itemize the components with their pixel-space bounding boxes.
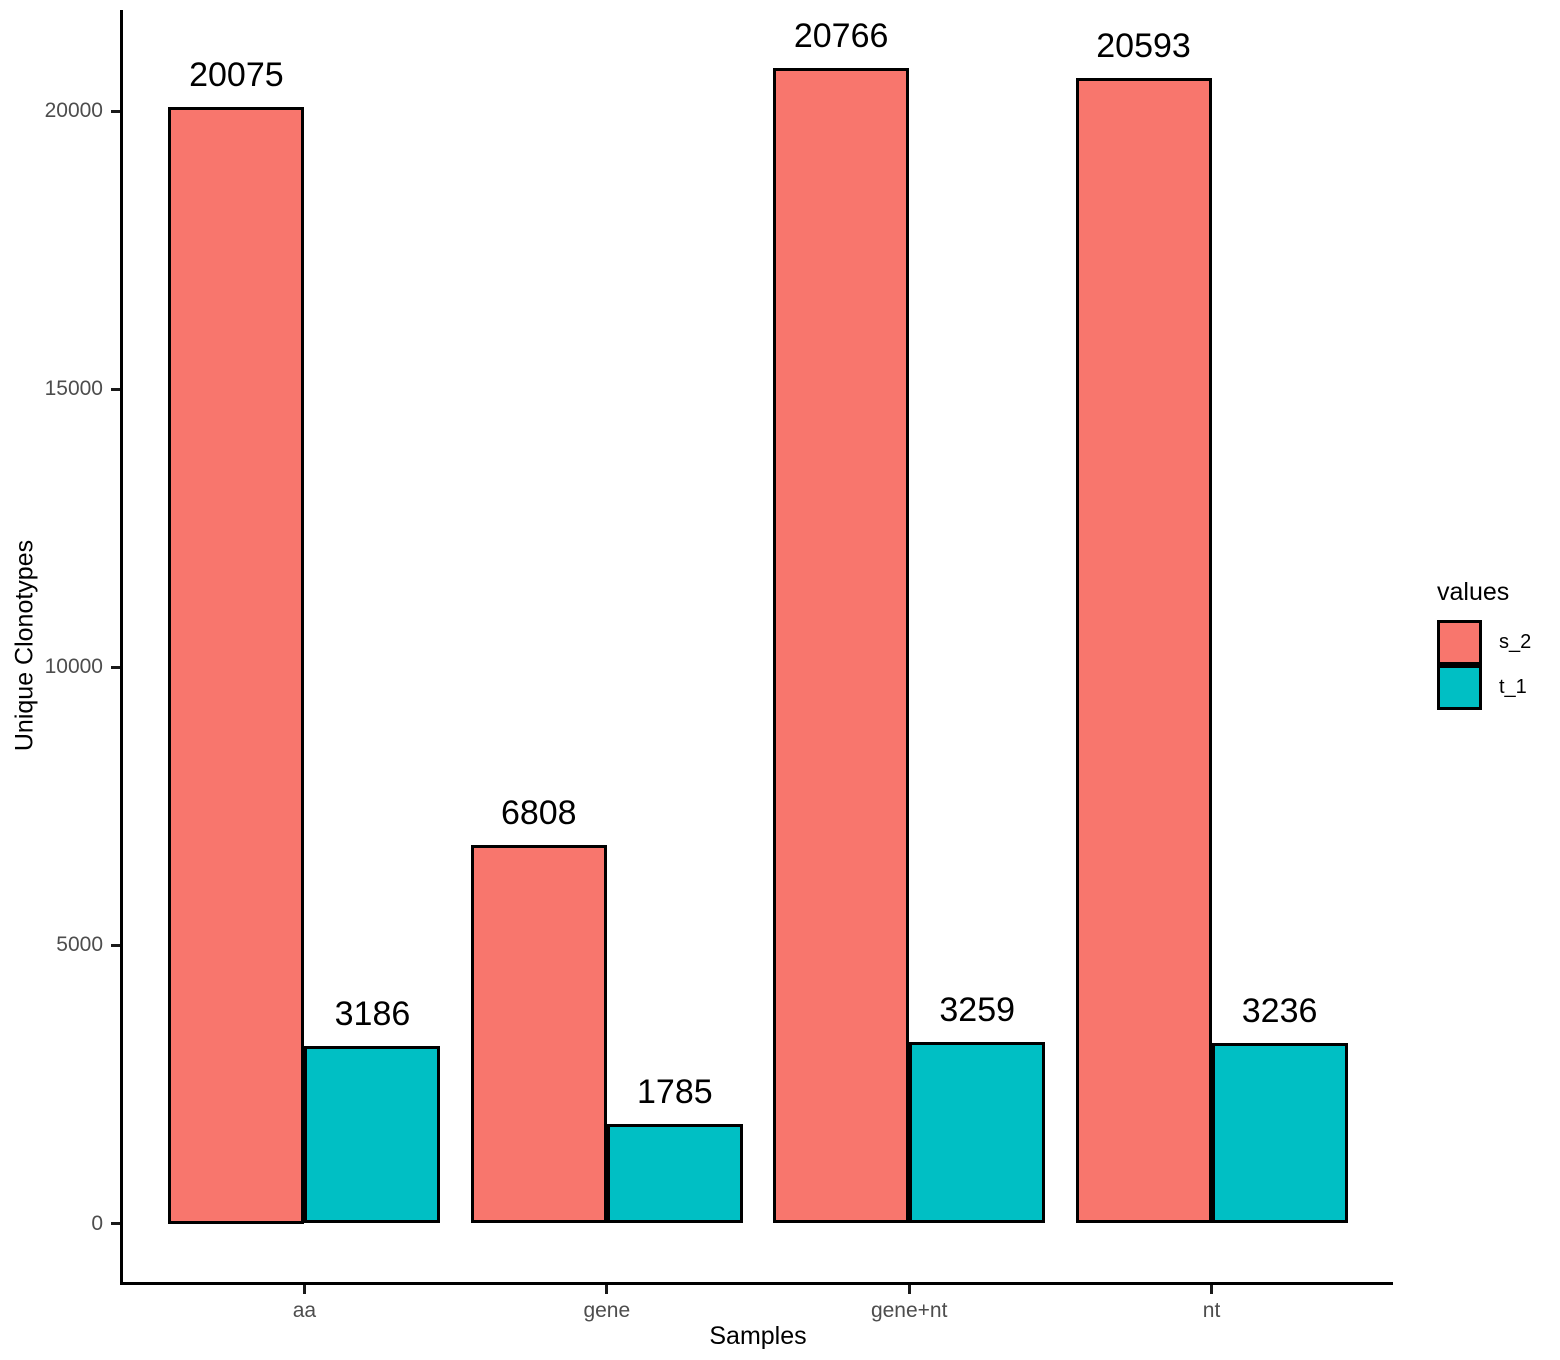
legend-swatch-s_2 (1437, 620, 1482, 665)
legend-items: s_2 t_1 (1437, 620, 1531, 710)
bar-t_1-aa (304, 1046, 441, 1224)
legend-swatch-t_1 (1437, 665, 1482, 710)
bar-s_2-aa (168, 106, 305, 1224)
x-tick-nt (1210, 1284, 1214, 1294)
bar-label-t_1-gene: 1785 (637, 1073, 713, 1112)
x-tick-label-gene: gene (583, 1298, 631, 1322)
y-tick-10000 (111, 665, 120, 669)
y-axis-title: Unique Clonotypes (10, 539, 39, 751)
y-tick-0 (111, 1222, 120, 1225)
bar-s_2-gene+nt (773, 68, 910, 1224)
x-tick-gene+nt (907, 1284, 911, 1294)
bar-label-t_1-gene+nt: 3259 (939, 991, 1016, 1030)
bar-label-t_1-aa: 3186 (334, 995, 411, 1034)
legend-title: values (1437, 578, 1510, 606)
y-tick-15000 (111, 387, 120, 391)
bar-label-s_2-aa: 20075 (189, 55, 284, 94)
x-tick-gene (605, 1284, 609, 1294)
x-axis-title: Samples (709, 1322, 807, 1350)
y-axis-line (120, 10, 123, 1285)
legend-label-t_1: t_1 (1499, 676, 1527, 698)
legend: values s_2 t_1 (1437, 578, 1531, 710)
legend-label-s_2: s_2 (1499, 631, 1532, 653)
bar-label-t_1-nt: 3236 (1241, 992, 1318, 1031)
y-tick-label-5000: 5000 (56, 933, 103, 957)
bar-t_1-gene (606, 1124, 743, 1224)
bar-label-s_2-gene: 6808 (500, 793, 577, 832)
bar-t_1-gene+nt (909, 1042, 1046, 1224)
y-tick-label-10000: 10000 (44, 655, 103, 679)
y-tick-label-15000: 15000 (44, 377, 103, 401)
y-tick-label-0: 0 (91, 1211, 103, 1235)
y-tick-label-20000: 20000 (44, 99, 103, 122)
bar-label-s_2-nt: 20593 (1096, 27, 1191, 65)
x-tick-label-nt: nt (1202, 1298, 1221, 1322)
legend-item-s_2: s_2 (1437, 620, 1531, 665)
bar-s_2-nt (1075, 78, 1212, 1224)
y-tick-20000 (111, 109, 120, 113)
x-axis-line (120, 1281, 1393, 1285)
y-tick-5000 (111, 943, 120, 947)
x-tick-label-gene+nt: gene+nt (870, 1298, 948, 1322)
legend-item-t_1: t_1 (1437, 665, 1531, 710)
x-tick-aa (302, 1284, 306, 1294)
bar-label-s_2-gene+nt: 20766 (793, 17, 889, 56)
x-tick-label-aa: aa (292, 1298, 317, 1322)
bar-s_2-gene (470, 844, 607, 1224)
bar-t_1-nt (1211, 1043, 1348, 1224)
